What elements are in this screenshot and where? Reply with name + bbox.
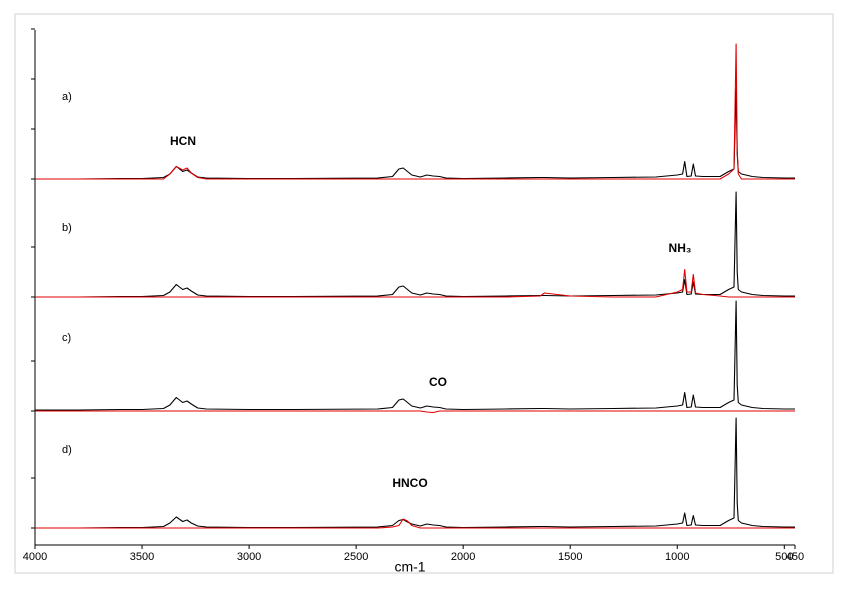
x-tick-label: 3500	[130, 551, 154, 563]
panel-label: d)	[62, 444, 72, 456]
spectrum-line	[35, 43, 795, 180]
spectrum-line	[35, 300, 795, 411]
spectrum-line	[35, 410, 795, 414]
spectrum-line	[35, 518, 795, 529]
x-tick-label: 2000	[451, 551, 475, 563]
x-tick-label: 1500	[558, 551, 582, 563]
peak-annotation: CO	[429, 375, 447, 389]
panel-label: a)	[62, 91, 72, 103]
panel-label: b)	[62, 222, 72, 234]
spectrum-line	[35, 88, 795, 180]
panel-label: c)	[62, 332, 71, 344]
spectrum-line	[35, 417, 795, 529]
x-axis-label: cm-1	[394, 559, 425, 575]
peak-annotation: HCN	[170, 134, 196, 148]
x-tick-label: 450	[786, 551, 804, 563]
peak-annotation: NH₃	[669, 241, 692, 255]
spectrum-line	[35, 268, 795, 298]
chart-frame	[14, 13, 834, 574]
x-tick-label: 3000	[237, 551, 261, 563]
x-tick-label: 2500	[344, 551, 368, 563]
x-tick-label: 1000	[665, 551, 689, 563]
peak-annotation: HNCO	[392, 476, 427, 490]
x-tick-label: 4000	[23, 551, 47, 563]
x-tick-label: 500	[775, 551, 793, 563]
